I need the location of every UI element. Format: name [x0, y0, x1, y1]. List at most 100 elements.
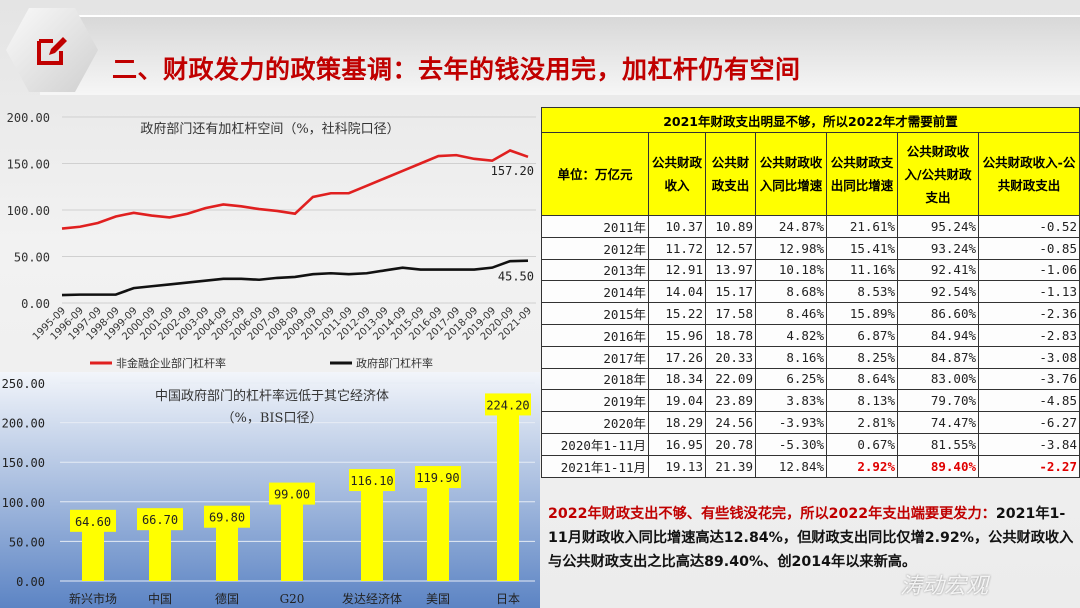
table-cell: -3.84	[978, 432, 1080, 456]
table-cell: 2016年	[541, 323, 649, 347]
table-cell: 11.16%	[826, 258, 898, 282]
table-cell: 18.29	[648, 411, 706, 434]
table-cell: 8.25%	[826, 345, 898, 369]
x-tick-label: 发达经济体	[342, 591, 402, 606]
y-tick-label: 0.00	[16, 575, 45, 589]
y-tick-label: 200.00	[7, 111, 50, 125]
end-data-label: 45.50	[498, 270, 534, 284]
table-row: 2016年 15.96 18.78 4.82% 6.87% 84.94% -2.83	[541, 323, 1080, 347]
table-row: 2020年1-11月 16.95 20.78 -5.30% 0.67% 81.55% -3.…	[541, 432, 1080, 456]
commentary-lead: 2022年财政支出不够、有些钱没花完，所以2022年支出端要更发力：	[548, 506, 996, 522]
table-cell: 92.41%	[897, 258, 979, 282]
fiscal-table: 2021年财政支出明显不够，所以2022年才需要前置 单位：万亿元 公共财政收入公…	[541, 107, 1080, 478]
table-cell: 24.56	[705, 411, 756, 434]
table-cell: 83.00%	[897, 367, 979, 391]
table-cell: 15.96	[648, 323, 706, 347]
y-tick-label: 200.00	[2, 417, 45, 431]
table-row: 2019年 19.04 23.89 3.83% 8.13% 79.70% -4.85	[541, 389, 1080, 413]
table-cell: -3.08	[978, 345, 1080, 369]
column-header: 公共财政收入	[648, 132, 706, 216]
table-row: 2017年 17.26 20.33 8.16% 8.25% 84.87% -3.08	[541, 345, 1080, 369]
table-cell: 19.04	[648, 389, 706, 413]
bar	[427, 486, 449, 581]
table-cell: 12.98%	[755, 236, 827, 260]
table-cell: 15.17	[705, 280, 756, 304]
y-tick-label: 100.00	[7, 204, 50, 218]
table-cell: 84.94%	[897, 323, 979, 347]
table-cell: 0.67%	[826, 432, 898, 456]
table-cell: 8.68%	[755, 280, 827, 304]
y-tick-label: 150.00	[2, 456, 45, 470]
line-chart: 0.00 50.00 100.00 150.00 200.00 政府部门还有加杠杆空间（%…	[7, 111, 536, 370]
table-row: 2013年 12.91 13.97 10.18% 11.16% 92.41% -1.06	[541, 258, 1080, 282]
table-cell: -3.93%	[755, 411, 827, 434]
bar-data-label: 99.00	[274, 488, 310, 502]
table-row: 2021年1-11月 19.13 21.39 12.84% 2.92% 89.40% -2.…	[541, 454, 1080, 478]
table-cell: 8.16%	[755, 345, 827, 369]
x-tick-label: 日本	[496, 592, 520, 606]
table-cell: 12.84%	[755, 454, 827, 478]
table-cell: 6.25%	[755, 367, 827, 391]
bar	[497, 403, 519, 581]
table-row: 2020年 18.29 24.56 -3.93% 2.81% 74.47% -6.27	[541, 411, 1080, 434]
table-cell: 89.40%	[897, 454, 979, 478]
table-row: 2018年 18.34 22.09 6.25% 8.64% 83.00% -3.76	[541, 367, 1080, 391]
table-cell: 24.87%	[755, 215, 827, 238]
data-label-box	[349, 469, 395, 492]
table-cell: -5.30%	[755, 432, 827, 456]
x-tick-label: 中国	[148, 591, 172, 606]
table-cell: -6.27	[978, 411, 1080, 434]
table-cell: 3.83%	[755, 389, 827, 413]
data-label-box	[70, 509, 116, 532]
table-cell: 14.04	[648, 280, 706, 304]
table-cell: 11.72	[648, 236, 706, 260]
table-cell: 19.13	[648, 454, 706, 478]
series-line	[61, 259, 529, 297]
table-cell: -4.85	[978, 389, 1080, 413]
table-cell: 2014年	[541, 280, 649, 304]
bar-data-label: 224.20	[486, 398, 529, 412]
table-cell: 2019年	[541, 389, 649, 413]
y-tick-label: 50.00	[14, 251, 50, 265]
table-cell: 10.37	[648, 215, 706, 238]
table-cell: 15.41%	[826, 236, 898, 260]
table-cell: 92.54%	[897, 280, 979, 304]
data-label-box	[204, 505, 250, 528]
column-header: 公共财政支出	[705, 132, 756, 216]
table-cell: -1.06	[978, 258, 1080, 282]
table-cell: 21.61%	[826, 215, 898, 238]
table-cell: 2015年	[541, 302, 649, 325]
table-cell: 2.92%	[826, 454, 898, 478]
table-cell: 12.91	[648, 258, 706, 282]
series-line	[61, 149, 529, 230]
bar	[281, 502, 303, 581]
table-cell: 20.33	[705, 345, 756, 369]
table-title: 2021年财政支出明显不够，所以2022年才需要前置	[541, 107, 1080, 133]
table-cell: 2017年	[541, 345, 649, 369]
x-tick-label: G20	[280, 592, 305, 606]
bar	[82, 529, 104, 581]
header-bar	[40, 15, 1080, 95]
chart-subtitle: （%，BIS口径）	[222, 411, 323, 426]
table-row: 2014年 14.04 15.17 8.68% 8.53% 92.54% -1.13	[541, 280, 1080, 304]
bar	[361, 489, 383, 581]
table-cell: 4.82%	[755, 323, 827, 347]
table-cell: 2020年1-11月	[541, 432, 649, 456]
table-cell: 22.09	[705, 367, 756, 391]
table-cell: 2021年1-11月	[541, 454, 649, 478]
table-cell: 2018年	[541, 367, 649, 391]
x-tick-label: 新兴市场	[69, 591, 117, 606]
table-cell: 10.18%	[755, 258, 827, 282]
edit-document-icon	[37, 37, 67, 65]
column-header: 单位：万亿元	[541, 132, 649, 216]
commentary-body: 2021年1-11月财政收入同比增速高达12.84%，但财政支出同比仅增2.92…	[548, 506, 1074, 570]
table-cell: -2.27	[978, 454, 1080, 478]
table-cell: 15.22	[648, 302, 706, 325]
bar-data-label: 116.10	[350, 474, 393, 488]
commentary: 2022年财政支出不够、有些钱没花完，所以2022年支出端要更发力：2021年1…	[548, 502, 1078, 574]
x-tick-label: 美国	[426, 592, 450, 606]
table-cell: 81.55%	[897, 432, 979, 456]
column-header: 公共财政支出同比增速	[826, 132, 898, 216]
table-cell: 18.78	[705, 323, 756, 347]
bar	[149, 528, 171, 581]
